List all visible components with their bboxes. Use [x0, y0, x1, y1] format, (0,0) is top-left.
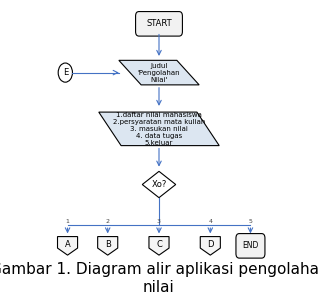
Text: 1: 1	[66, 219, 70, 224]
Text: Judul
'Pengolahan
Nilai': Judul 'Pengolahan Nilai'	[138, 63, 180, 83]
Polygon shape	[119, 60, 199, 85]
Text: D: D	[207, 240, 214, 249]
Text: 2: 2	[106, 219, 110, 224]
Text: 1.daftar nilai mahasiswa
2.persyaratan mata kuliah
3. masukan nilai
4. data tuga: 1.daftar nilai mahasiswa 2.persyaratan m…	[113, 112, 205, 146]
Text: 4: 4	[208, 219, 212, 224]
FancyBboxPatch shape	[135, 11, 183, 36]
Polygon shape	[149, 236, 169, 255]
Polygon shape	[98, 236, 118, 255]
Circle shape	[58, 63, 73, 82]
Text: Xo?: Xo?	[151, 180, 167, 189]
Text: END: END	[242, 241, 259, 250]
Text: B: B	[105, 240, 111, 249]
Text: 5: 5	[248, 219, 252, 224]
Polygon shape	[58, 236, 78, 255]
Text: 3: 3	[157, 219, 161, 224]
Polygon shape	[142, 171, 176, 198]
Polygon shape	[99, 112, 219, 146]
Text: C: C	[156, 240, 162, 249]
Text: A: A	[65, 240, 70, 249]
Text: Gambar 1. Diagram alir aplikasi pengolahan
nilai: Gambar 1. Diagram alir aplikasi pengolah…	[0, 262, 318, 295]
FancyBboxPatch shape	[236, 233, 265, 258]
Polygon shape	[200, 236, 220, 255]
Text: START: START	[146, 19, 172, 28]
Text: E: E	[63, 68, 68, 77]
